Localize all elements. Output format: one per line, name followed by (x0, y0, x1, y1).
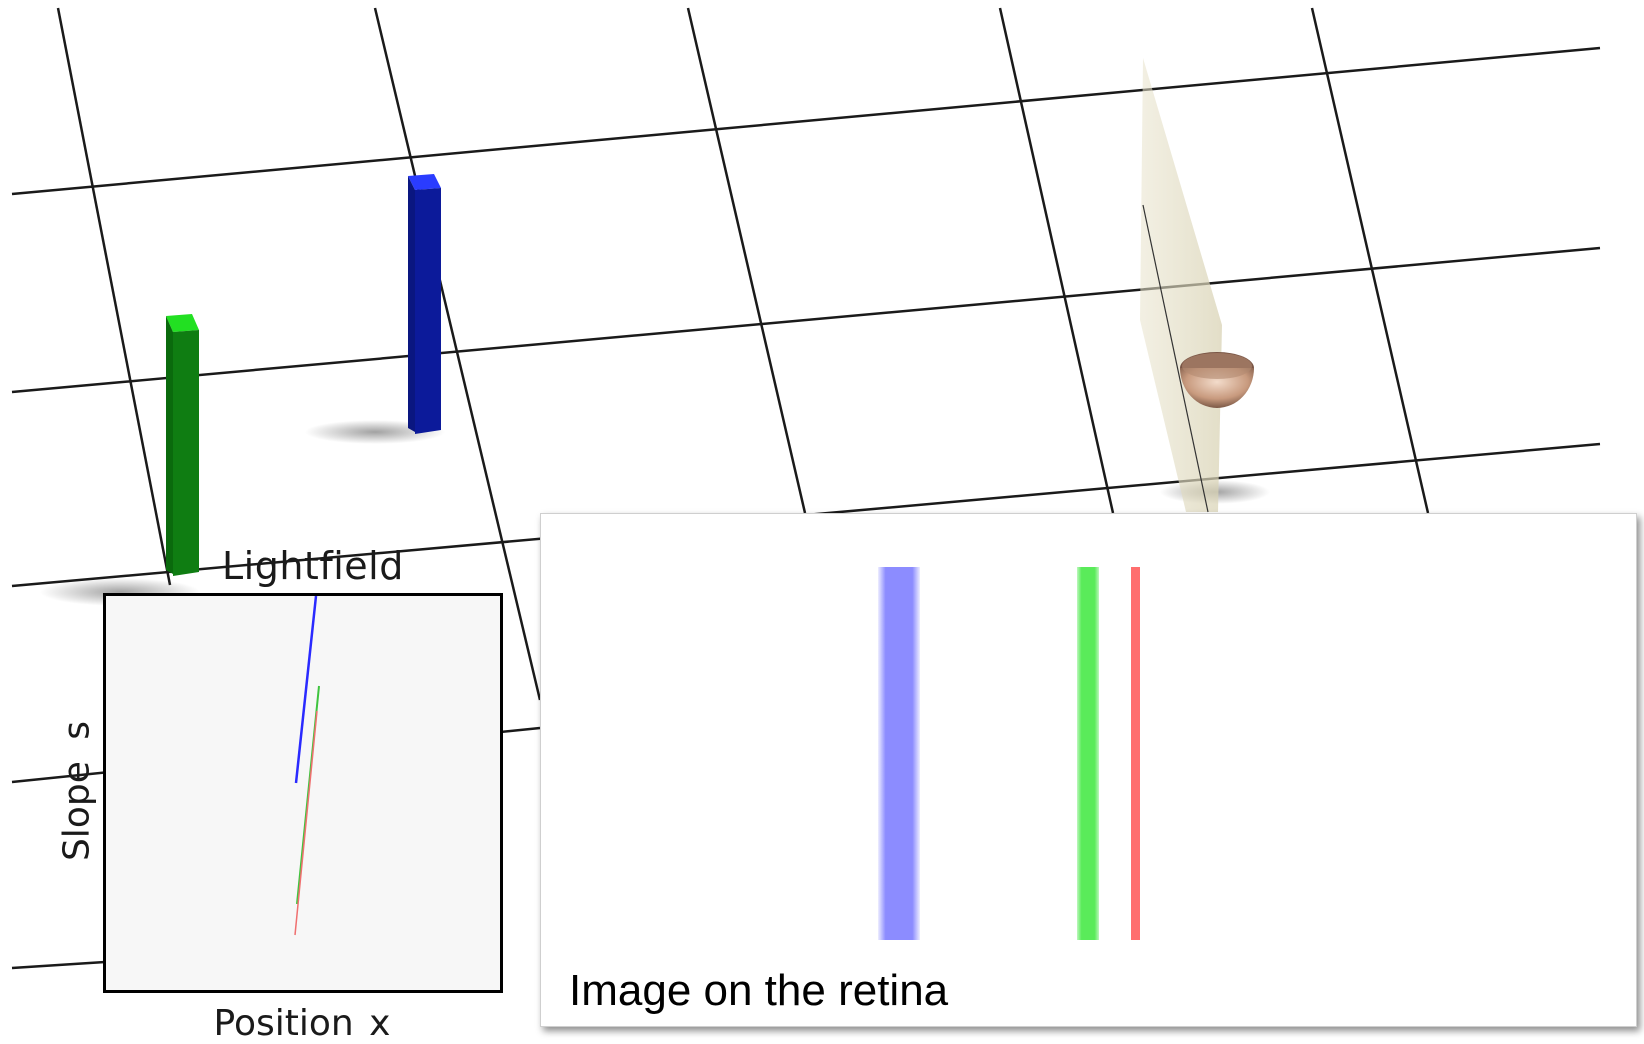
lightfield-red-line (294, 710, 318, 936)
green-bar (166, 314, 199, 576)
blue-bar (408, 174, 441, 434)
eye-plane (1140, 58, 1222, 512)
retina-blue-stripe (878, 567, 920, 940)
lightfield-title: Lightfield (222, 544, 404, 588)
lightfield-x-axis-label: Position x (213, 1003, 391, 1044)
eye-lens-bowl (1180, 352, 1254, 408)
lightfield-blue-line (294, 596, 318, 784)
lightfield-plot (103, 593, 503, 993)
retina-caption: Image on the retina (569, 966, 949, 1015)
eye-axis (1142, 204, 1209, 513)
lightfield-y-axis-label: Slope s (56, 720, 98, 862)
retina-red-stripe (1131, 567, 1140, 940)
retina-green-stripe (1077, 567, 1099, 940)
retina-image-panel: Image on the retina (540, 513, 1637, 1027)
